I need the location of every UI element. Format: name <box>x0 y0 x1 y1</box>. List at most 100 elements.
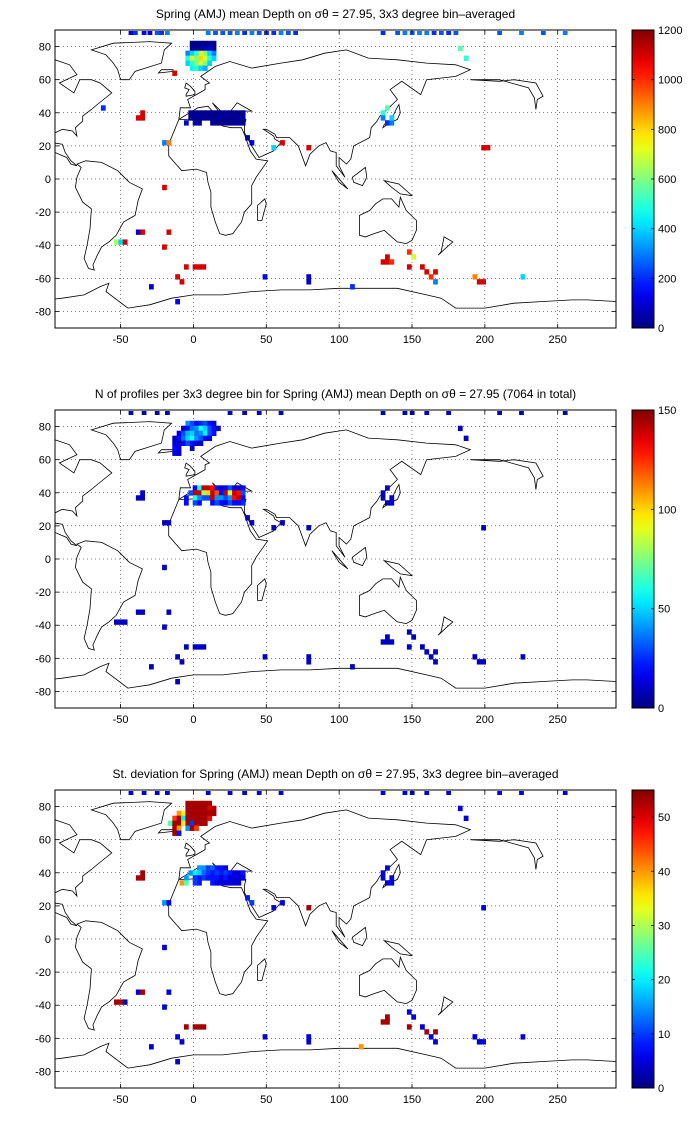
data-bin <box>214 880 220 886</box>
data-bin <box>189 810 195 817</box>
data-bin <box>207 45 213 52</box>
coastline <box>470 459 544 490</box>
data-bin <box>438 31 444 35</box>
data-bin <box>385 1014 390 1020</box>
data-bin <box>176 445 182 451</box>
data-bin <box>306 525 312 531</box>
coastline <box>55 662 616 708</box>
colorbar-tick-label: 100 <box>658 504 676 516</box>
data-bin <box>128 791 134 795</box>
data-bin <box>179 1039 185 1045</box>
data-bin <box>194 825 199 831</box>
data-bin <box>205 31 211 35</box>
data-bin <box>162 244 167 250</box>
y-tick-label: -20 <box>35 587 51 599</box>
coastline <box>157 829 174 834</box>
data-bin <box>189 425 195 432</box>
chart-std-deviation: -50 0 50 100 150 200 250-80-60-40-20020406080S… <box>35 767 670 1106</box>
data-bin <box>385 120 390 126</box>
data-bin <box>181 440 186 446</box>
data-bin <box>202 430 208 437</box>
data-bin <box>207 815 213 822</box>
data-bin <box>218 115 224 121</box>
x-tick-label: -50 <box>113 1094 129 1106</box>
data-bin <box>293 31 299 35</box>
data-bin <box>194 810 199 817</box>
data-bin <box>389 120 395 126</box>
data-bin <box>197 865 202 871</box>
data-bin <box>172 830 178 836</box>
data-bin <box>211 45 217 52</box>
data-bin <box>198 805 204 812</box>
data-bin <box>350 284 355 290</box>
data-bin <box>232 880 237 886</box>
data-bin <box>453 31 459 35</box>
coastline <box>351 546 368 567</box>
data-bin <box>162 624 167 630</box>
data-bin <box>256 411 262 415</box>
data-bin <box>207 435 213 442</box>
coastline <box>55 439 113 547</box>
x-tick-label: -50 <box>113 714 129 726</box>
coastline <box>359 575 417 625</box>
data-bin <box>207 40 213 47</box>
data-bin <box>207 55 213 62</box>
data-bin <box>428 1034 434 1040</box>
data-bin <box>424 411 430 415</box>
data-bin <box>183 120 189 126</box>
data-bin <box>271 525 277 531</box>
y-tick-label: 40 <box>39 108 51 120</box>
data-bin <box>411 254 417 260</box>
data-bin <box>202 805 208 812</box>
x-tick-label: 100 <box>330 334 348 346</box>
data-bin <box>202 55 208 62</box>
data-bin <box>205 870 211 876</box>
data-bin <box>122 239 128 245</box>
data-bin <box>240 495 246 501</box>
data-bin <box>166 609 172 615</box>
data-bin <box>242 791 248 795</box>
coastline <box>359 195 417 245</box>
data-bin <box>227 31 233 35</box>
data-bin <box>262 654 268 660</box>
colorbar <box>631 789 655 1089</box>
data-bin <box>189 420 195 427</box>
data-bin <box>201 490 207 496</box>
data-bin <box>198 50 204 57</box>
data-bin <box>198 420 204 427</box>
chart-title: N of profiles per 3x3 degree bin for Spr… <box>95 387 576 401</box>
data-bin <box>185 435 191 442</box>
data-bin <box>210 120 215 126</box>
data-bin <box>223 495 229 501</box>
data-bin <box>205 110 211 116</box>
coastline <box>90 41 173 81</box>
data-bin <box>420 644 425 650</box>
data-bin <box>223 870 229 876</box>
data-bin <box>446 31 452 35</box>
data-bin <box>175 654 180 660</box>
data-bin <box>198 65 204 71</box>
data-bin <box>189 45 195 52</box>
data-bin <box>202 820 208 826</box>
y-tick-label: 80 <box>39 422 51 434</box>
data-bin <box>211 430 217 437</box>
data-bin <box>262 1034 268 1040</box>
data-bin <box>428 654 434 660</box>
data-bin <box>202 810 208 817</box>
data-bin <box>189 435 195 442</box>
data-bin <box>135 875 141 881</box>
data-bin <box>214 875 220 881</box>
data-bin <box>194 435 199 442</box>
data-bin <box>114 999 119 1005</box>
data-bin <box>205 490 211 496</box>
data-bin <box>476 659 482 665</box>
data-bin <box>198 815 204 822</box>
x-tick-label: 50 <box>260 334 272 346</box>
data-bin <box>306 274 312 280</box>
data-bin <box>189 805 195 812</box>
data-bin <box>162 900 167 906</box>
data-bin <box>194 50 199 57</box>
data-bin <box>380 639 386 645</box>
data-bin <box>162 1004 167 1010</box>
data-bin <box>256 31 262 35</box>
